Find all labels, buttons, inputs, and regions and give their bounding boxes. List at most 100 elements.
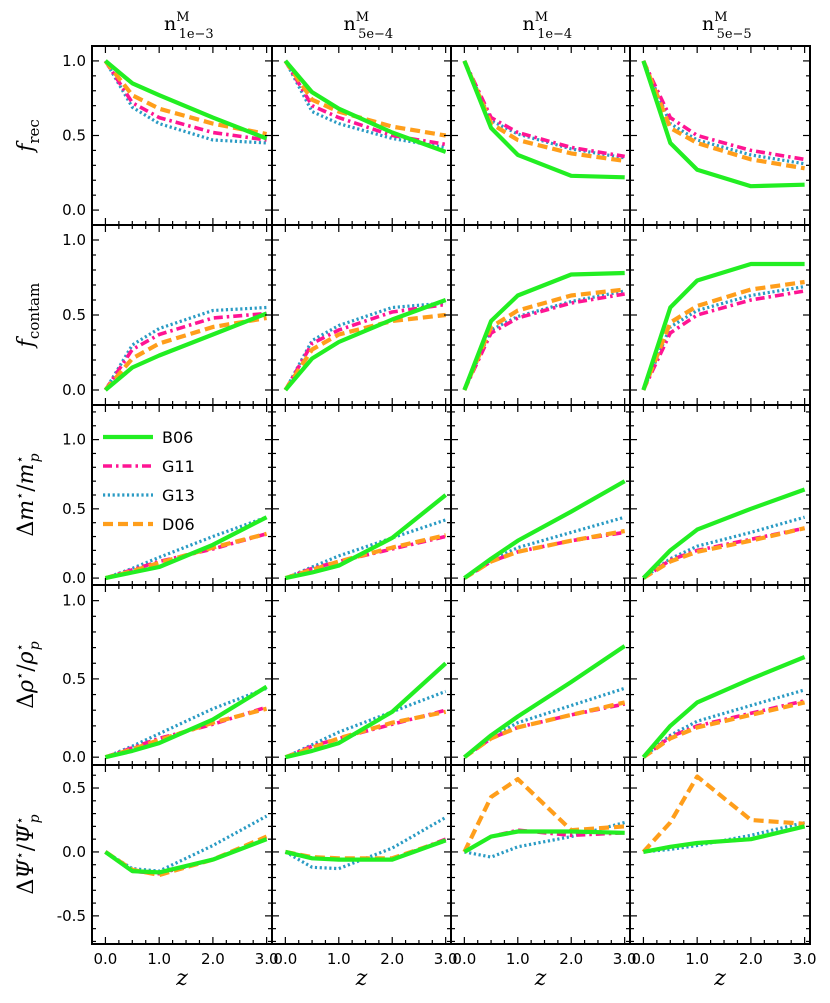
panel-r1-c1: 0.0 0.5 1.0 [62, 45, 273, 226]
panel-r2-c3 [450, 224, 631, 406]
series-d06-line [641, 60, 805, 171]
y-tick-label: 0.5 [62, 127, 86, 145]
series-b06-line [641, 655, 806, 759]
y-tick-label: -0.5 [57, 907, 86, 925]
svg-text:fcontam: fcontam [14, 283, 43, 349]
x-tick-label: 3.0 [255, 950, 279, 968]
series-g11-line [283, 59, 446, 147]
x-tick-label: 1.0 [147, 950, 171, 968]
panel-r5-c3: 0.0 1.0 2.0 3.0 [450, 764, 637, 968]
series-b06-line [104, 684, 268, 760]
legend-label-d06: D06 [162, 515, 195, 534]
y-tick-label: 1.0 [62, 231, 86, 249]
y-tick-label: 0.0 [62, 569, 86, 587]
y-tick-label: 0.0 [62, 843, 86, 861]
x-axis-label: z [534, 966, 547, 991]
series-g11-line [463, 702, 626, 759]
series-b06-line [104, 311, 268, 392]
axes-frame [91, 764, 273, 945]
series-g13-line [283, 60, 446, 149]
series-d06-line [641, 279, 805, 391]
series-g13-line [642, 688, 806, 759]
series-b06-line [283, 298, 447, 392]
x-tick-label: 2.0 [739, 950, 763, 968]
x-tick-label: 2.0 [559, 950, 583, 968]
panel-r1-c2 [271, 45, 452, 226]
y-axis-label-row-5: ΔΨ⋆/Ψ⋆p [13, 814, 43, 894]
series-b06-line [284, 838, 447, 862]
y-axis-label-row-2: fcontam [14, 283, 43, 349]
series-d06-line [283, 312, 446, 392]
legend-label-b06: B06 [162, 428, 193, 447]
legend: B06 G11 G13 D06 [103, 428, 195, 534]
y-axis-label-row-4: Δρ⋆/ρ⋆p [13, 641, 43, 708]
panel-r2-c2 [271, 224, 452, 406]
y-tick-label: 0.5 [62, 306, 86, 324]
axes-frame [271, 45, 452, 226]
column-title-4: nM 5e−5 [702, 10, 752, 42]
series-g13-line [104, 60, 267, 145]
svg-text:Δm⋆/m⋆p: Δm⋆/m⋆p [13, 453, 43, 536]
axes-frame [629, 224, 811, 406]
y-axis-label-row-1: frec [14, 119, 43, 154]
y-axis-label-row-3: Δm⋆/m⋆p [13, 453, 43, 536]
series-g13-line [643, 820, 805, 854]
series-g11-line [103, 59, 267, 142]
x-tick-label: 3.0 [613, 950, 637, 968]
axes-frame [271, 224, 452, 406]
series-d06-line [642, 526, 806, 580]
x-axis-label: z [355, 966, 368, 991]
series-g11-line [641, 60, 805, 162]
axes-frame [91, 584, 273, 766]
series-g11-line [104, 705, 268, 759]
svg-text:Δρ⋆/ρ⋆p: Δρ⋆/ρ⋆p [13, 641, 43, 708]
axes-frame [450, 45, 631, 226]
x-tick-label: 0.0 [94, 950, 118, 968]
series-b06-line [463, 479, 626, 580]
series-b06-line [104, 837, 268, 875]
y-tick-label: 0.5 [62, 779, 86, 797]
axes-frame [450, 764, 631, 945]
series-d06-line [642, 700, 806, 759]
series-b06-line [643, 824, 806, 854]
series-b06-line [104, 59, 268, 141]
series-b06-line [284, 493, 448, 581]
panel-r3-c2 [271, 404, 452, 586]
series-g13-line [463, 515, 626, 580]
series-g13-line [104, 515, 268, 580]
panel-r3-c3 [450, 404, 631, 586]
series-g13-line [642, 515, 806, 580]
series-d06-line [463, 700, 626, 759]
series-d06-line [463, 528, 626, 580]
series-d06-line [283, 59, 447, 138]
series-b06-line [463, 829, 625, 854]
x-axis-label: z [175, 966, 188, 991]
legend-label-g11: G11 [162, 457, 195, 476]
series-g13-line [104, 305, 267, 391]
y-tick-label: 1.0 [62, 592, 86, 610]
axes-frame [450, 584, 631, 766]
axes-frame [271, 584, 452, 766]
series-g13-line [104, 814, 268, 873]
series-g13-line [463, 686, 626, 759]
column-title-2: nM 5e−4 [344, 10, 394, 42]
series-g11-line [462, 292, 625, 391]
series-b06-line [284, 661, 448, 760]
svg-text:ΔΨ⋆/Ψ⋆p: ΔΨ⋆/Ψ⋆p [13, 814, 43, 894]
series-g11-line [104, 532, 268, 580]
series-g11-line [103, 311, 267, 391]
panel-r5-c1: -0.5 0.0 0.5 0.0 1.0 2.0 3.0 [57, 764, 279, 968]
panel-r1-c3 [450, 45, 631, 226]
column-title-1: nM 1e−3 [164, 10, 214, 42]
series-b06-line [641, 487, 806, 580]
y-tick-label: 1.0 [62, 52, 86, 70]
axes-frame [450, 224, 631, 406]
axes-frame [629, 584, 811, 766]
panel-r2-c1: 0.0 0.5 1.0 [62, 224, 273, 406]
series-g11-line [641, 289, 805, 391]
series-g13-line [641, 60, 805, 166]
series-b06-line [462, 270, 625, 391]
x-axis-label: z [713, 966, 726, 991]
x-tick-label: 2.0 [380, 950, 404, 968]
axes-frame [629, 404, 811, 586]
